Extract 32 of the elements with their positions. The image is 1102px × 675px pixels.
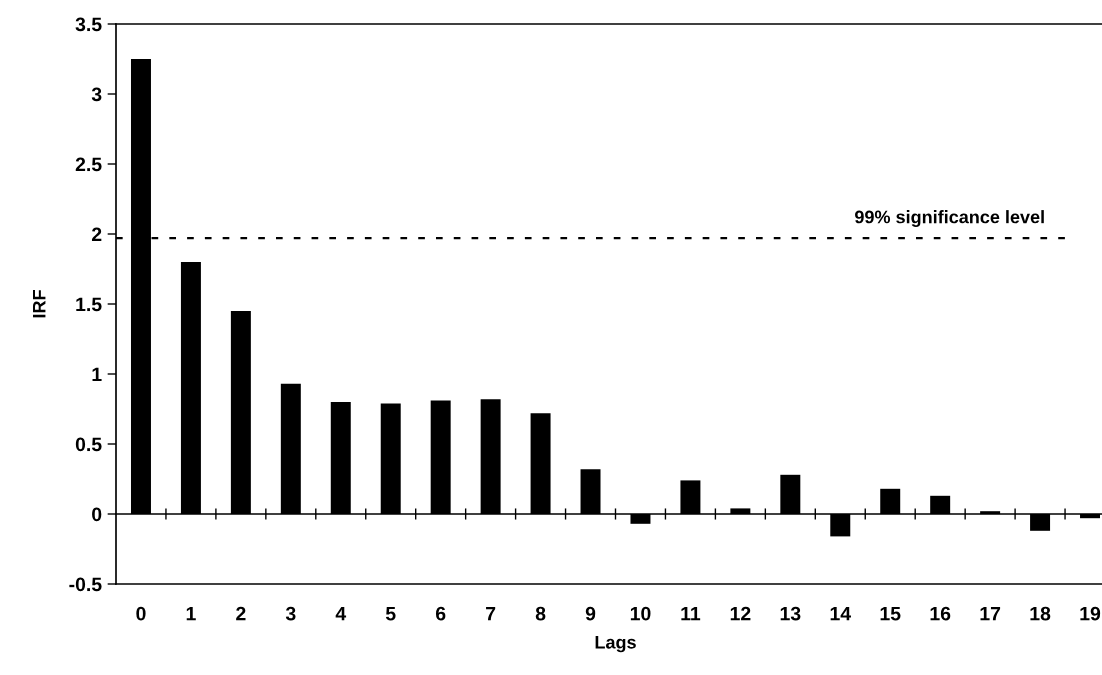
y-tick-label: 2 <box>91 227 102 242</box>
x-tick-label: 12 <box>730 606 751 621</box>
x-tick-label: 17 <box>980 606 1001 621</box>
y-tick-label: 1.5 <box>76 297 102 312</box>
x-tick-label: 14 <box>830 606 851 621</box>
x-tick-label: 11 <box>681 606 701 621</box>
x-tick-label: 18 <box>1030 606 1051 621</box>
x-tick-label: 19 <box>1080 606 1101 621</box>
x-tick-label: 10 <box>630 606 651 621</box>
x-tick-label: 4 <box>335 606 347 621</box>
x-tick-label: 9 <box>585 606 596 621</box>
y-tick-label: 2.5 <box>75 157 102 172</box>
y-tick-label: -0.5 <box>69 577 102 592</box>
y-tick-label: 0 <box>92 507 102 522</box>
ref-line-label: 99% significance level <box>855 210 1044 227</box>
x-tick-label: 8 <box>535 606 546 621</box>
y-axis-title: IRF <box>33 290 46 318</box>
y-tick-label: 1 <box>92 367 102 382</box>
x-axis-title: Lags <box>595 636 636 653</box>
y-tick-label: 0.5 <box>75 437 102 452</box>
x-tick-label: 5 <box>385 606 396 621</box>
x-tick-label: 6 <box>435 606 446 621</box>
x-tick-label: 13 <box>780 606 801 621</box>
x-tick-label: 16 <box>930 606 951 621</box>
x-tick-label: 7 <box>486 606 496 621</box>
x-tick-label: 1 <box>186 606 196 621</box>
y-tick-label: 3 <box>91 87 102 102</box>
x-tick-label: 15 <box>880 606 901 621</box>
x-tick-label: 3 <box>285 606 296 621</box>
x-tick-label: 2 <box>236 606 246 621</box>
x-tick-label: 0 <box>136 606 146 621</box>
y-tick-label: 3.5 <box>75 17 102 32</box>
